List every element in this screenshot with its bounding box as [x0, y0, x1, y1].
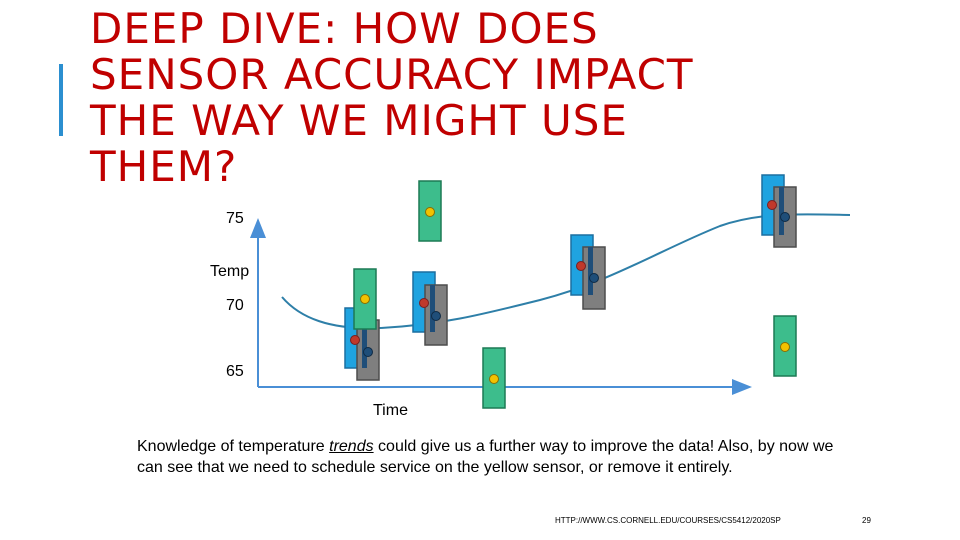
title-line-3: THE WAY WE MIGHT USE — [90, 96, 628, 145]
sensor-group-1 — [344, 268, 380, 381]
caption-part-2: could give us a further way to improve t… — [137, 438, 834, 476]
y-axis-label: Temp — [210, 263, 250, 280]
y-tick-75: 75 — [226, 210, 244, 227]
sensor-group-6 — [773, 315, 797, 377]
slide-title: DEEP DIVE: HOW DOES SENSOR ACCURACY IMPA… — [90, 6, 850, 190]
caption-text: Knowledge of temperature trends could gi… — [137, 436, 837, 478]
y-tick-65: 65 — [226, 363, 244, 380]
sensor-group-5 — [761, 174, 797, 248]
sensor-group-4 — [570, 234, 606, 310]
sensor-group-2 — [412, 180, 448, 346]
x-axis-label: Time — [373, 402, 408, 419]
footer-url: HTTP://WWW.CS.CORNELL.EDU/COURSES/CS5412… — [555, 516, 781, 525]
caption-part-1: Knowledge of temperature — [137, 438, 330, 455]
title-line-4: THEM? — [90, 142, 238, 191]
accent-bar — [59, 64, 63, 136]
title-line-1: DEEP DIVE: HOW DOES — [90, 4, 599, 53]
title-line-2: SENSOR ACCURACY IMPACT — [90, 50, 694, 99]
y-tick-70: 70 — [226, 297, 244, 314]
caption-emphasis: trends — [329, 438, 374, 455]
sensor-group-3 — [482, 347, 506, 409]
page-number: 29 — [862, 516, 871, 525]
